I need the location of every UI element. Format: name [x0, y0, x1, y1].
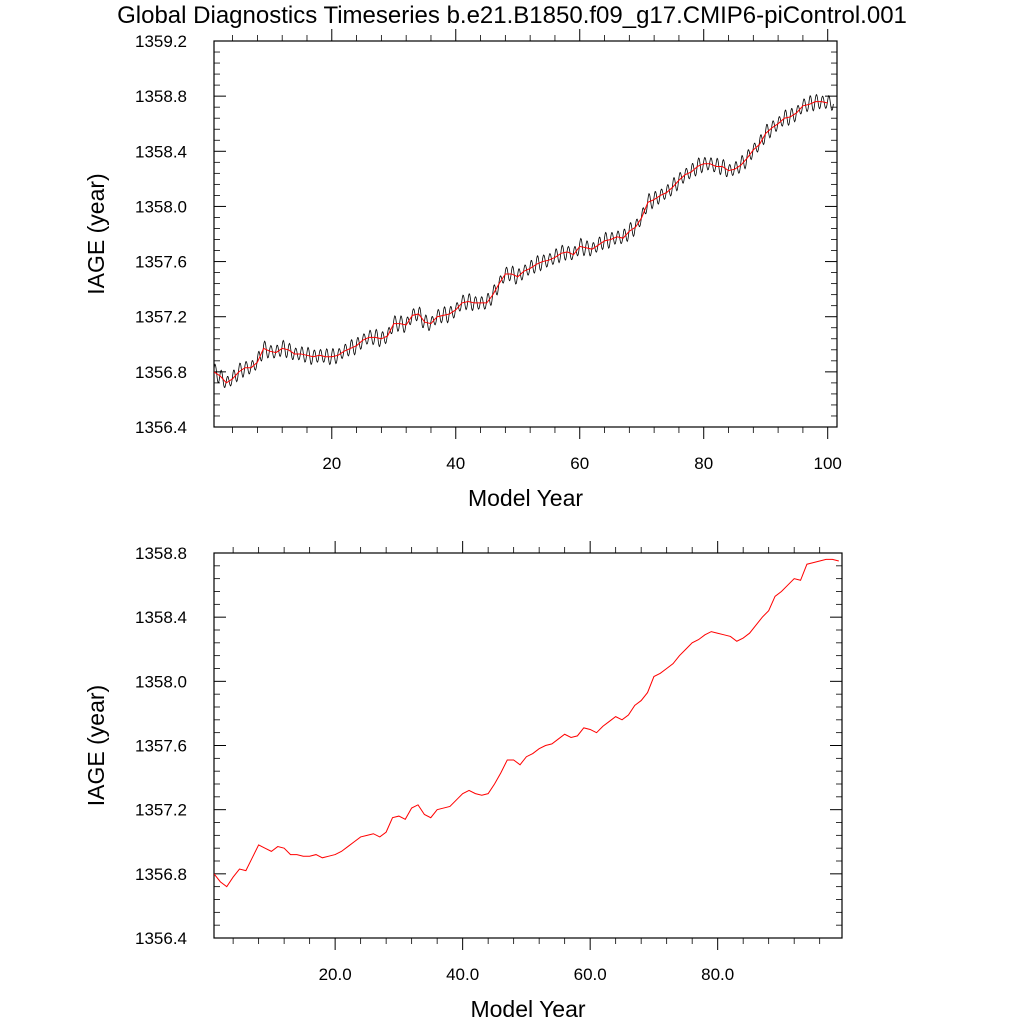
bottom-x-tick-label: 20.0	[319, 965, 352, 984]
top-x-tick-label: 80	[694, 454, 713, 473]
bottom-annual-series-line	[214, 558, 839, 888]
top-y-tick-label: 1356.4	[135, 418, 187, 437]
bottom-y-tick-label: 1358.8	[135, 544, 187, 563]
bottom-x-axis-title: Model Year	[470, 996, 585, 1022]
bottom-y-tick-label: 1357.2	[135, 801, 187, 820]
top-y-tick-label: 1357.6	[135, 253, 187, 272]
top-y-tick-label: 1358.8	[135, 87, 187, 106]
top-monthly-series-line	[214, 93, 834, 388]
top-annual-series-line	[214, 101, 828, 384]
bottom-x-tick-label: 80.0	[701, 965, 734, 984]
top-y-tick-label: 1356.8	[135, 363, 187, 382]
top-x-tick-label: 20	[322, 454, 341, 473]
top-x-tick-label: 40	[446, 454, 465, 473]
top-plot-frame	[213, 40, 838, 428]
bottom-y-tick-label: 1358.0	[135, 672, 187, 691]
top-y-tick-label: 1358.4	[135, 142, 187, 161]
top-y-axis-title: IAGE (year)	[83, 173, 109, 294]
top-y-tick-label: 1357.2	[135, 308, 187, 327]
top-y-tick-label: 1359.2	[135, 32, 187, 51]
bottom-y-tick-label: 1357.6	[135, 737, 187, 756]
bottom-plot-frame	[213, 552, 843, 939]
bottom-y-tick-label: 1358.4	[135, 608, 187, 627]
top-y-tick-label: 1358.0	[135, 197, 187, 216]
top-x-tick-label: 100	[814, 454, 842, 473]
chart-title: Global Diagnostics Timeseries b.e21.B185…	[117, 2, 907, 29]
bottom-y-tick-label: 1356.8	[135, 865, 187, 884]
bottom-y-tick-label: 1356.4	[135, 929, 187, 948]
bottom-x-tick-label: 60.0	[574, 965, 607, 984]
top-x-tick-label: 60	[570, 454, 589, 473]
top-x-axis-title: Model Year	[468, 485, 583, 511]
bottom-x-tick-label: 40.0	[446, 965, 479, 984]
bottom-y-axis-title: IAGE (year)	[83, 685, 109, 806]
